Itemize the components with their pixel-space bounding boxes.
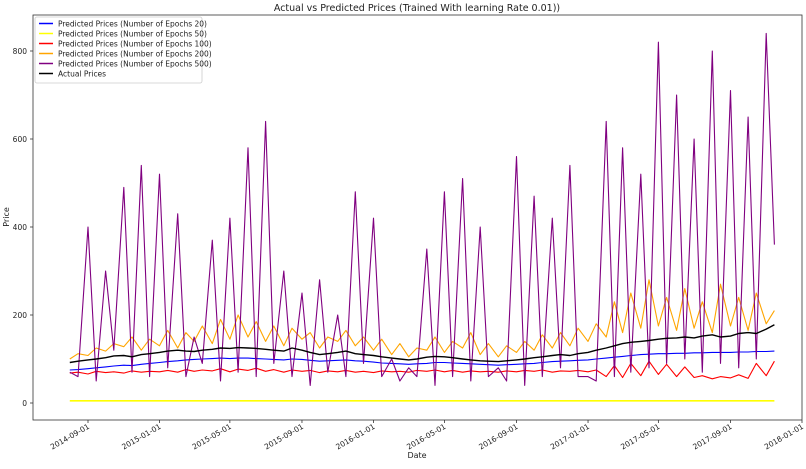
legend-label: Predicted Prices (Number of Epochs 50) [58,29,207,38]
series-line-0 [69,350,775,371]
x-axis-label: Date [407,451,426,460]
legend-item: Predicted Prices (Number of Epochs 50) [39,29,207,38]
legend: Predicted Prices (Number of Epochs 20)Pr… [34,16,212,84]
legend-label: Predicted Prices (Number of Epochs 20) [58,19,207,28]
legend-box [34,16,203,84]
legend-label: Predicted Prices (Number of Epochs 200) [58,49,212,58]
x-tick-label: 2018-01-01 [763,422,805,452]
y-tick-label: 400 [13,223,28,232]
legend-item: Actual Prices [39,69,106,78]
x-tick-label: 2015-09-01 [263,422,305,452]
series-line-3 [69,279,775,360]
y-axis: 0 200 400 600 800 [13,47,33,408]
x-tick-label: 2015-01-01 [120,422,162,452]
y-tick-label: 200 [13,311,28,320]
legend-label: Predicted Prices (Number of Epochs 500) [58,59,212,68]
plot-area [69,32,775,402]
y-axis-label: Price [2,207,11,227]
axes-frame [32,14,803,421]
series-line-4 [69,32,775,386]
y-tick-label: 600 [13,135,28,144]
x-tick-label: 2017-09-01 [691,422,733,452]
x-tick-label: 2015-05-01 [191,422,233,452]
x-axis: 2014-09-01 2015-01-01 2015-05-01 2015-09-01… [49,420,805,452]
legend-label: Predicted Prices (Number of Epochs 100) [58,39,212,48]
x-tick-label: 2017-01-01 [549,422,591,452]
x-tick-label: 2014-09-01 [49,422,91,452]
x-tick-label: 2016-01-01 [334,422,376,452]
x-tick-label: 2017-05-01 [619,422,661,452]
y-tick-label: 0 [22,399,27,408]
series-line-5 [69,324,775,364]
legend-item: Predicted Prices (Number of Epochs 100) [39,39,212,48]
legend-item: Predicted Prices (Number of Epochs 20) [39,19,207,28]
x-tick-label: 2016-09-01 [477,422,519,452]
chart-title: Actual vs Predicted Prices (Trained With… [274,3,560,14]
legend-item: Predicted Prices (Number of Epochs 500) [39,59,212,68]
legend-label: Actual Prices [58,69,106,78]
y-tick-label: 800 [13,47,28,56]
x-tick-label: 2016-05-01 [405,422,447,452]
legend-item: Predicted Prices (Number of Epochs 200) [39,49,212,58]
